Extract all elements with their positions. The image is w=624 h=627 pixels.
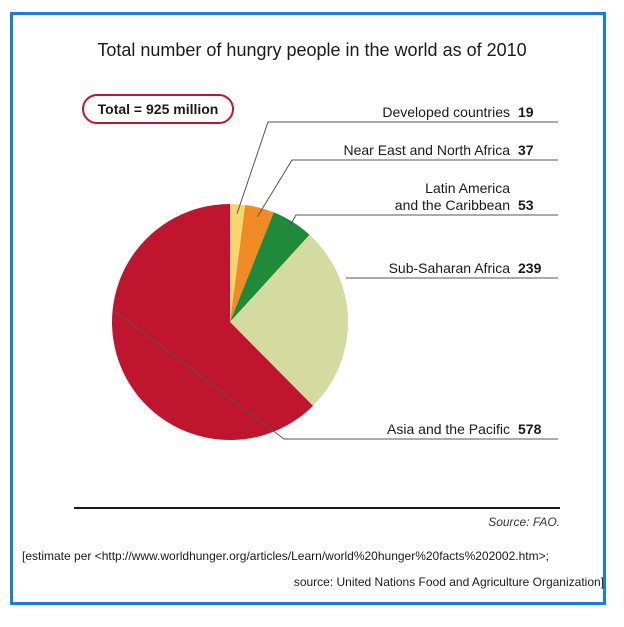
slice-value: 19 — [518, 104, 534, 120]
pie-slice-near-east-and-north-africa — [230, 204, 274, 322]
footnote-line-2: source: United Nations Food and Agricult… — [293, 575, 604, 589]
slice-value: 37 — [518, 142, 534, 158]
chart-title: Total number of hungry people in the wor… — [97, 40, 527, 60]
leader-line — [256, 159, 558, 218]
source-label: Source: FAO. — [488, 515, 560, 529]
divider-line — [74, 507, 560, 509]
total-badge: Total = 925 million — [82, 94, 234, 124]
leader-line — [287, 214, 558, 231]
slice-value: 578 — [518, 421, 542, 437]
leader-lines — [113, 121, 558, 440]
slice-label: Latin America — [425, 180, 510, 196]
slice-label: Asia and the Pacific — [387, 421, 510, 437]
slice-value: 53 — [518, 197, 534, 213]
leader-line — [236, 121, 558, 214]
pie-slice-latin-america-and-the-caribbean — [230, 212, 310, 322]
pie-slice-asia-and-the-pacific — [111, 203, 314, 440]
slice-value: 239 — [518, 260, 542, 276]
slice-label: Sub-Saharan Africa — [389, 260, 511, 276]
figure-frame — [10, 12, 606, 605]
slice-label: Near East and North Africa — [343, 142, 510, 158]
pie-slices — [111, 203, 348, 440]
pie-slice-sub-saharan-africa — [230, 234, 348, 406]
slice-label: and the Caribbean — [395, 197, 510, 213]
slice-labels: Developed countries 19 Near East and North… — [343, 104, 541, 437]
pie-slice-developed-countries — [230, 204, 246, 322]
leader-line — [113, 310, 558, 440]
footnote-line-1: [estimate per <http://www.worldhunger.or… — [22, 549, 549, 563]
slice-label: Developed countries — [382, 104, 510, 120]
